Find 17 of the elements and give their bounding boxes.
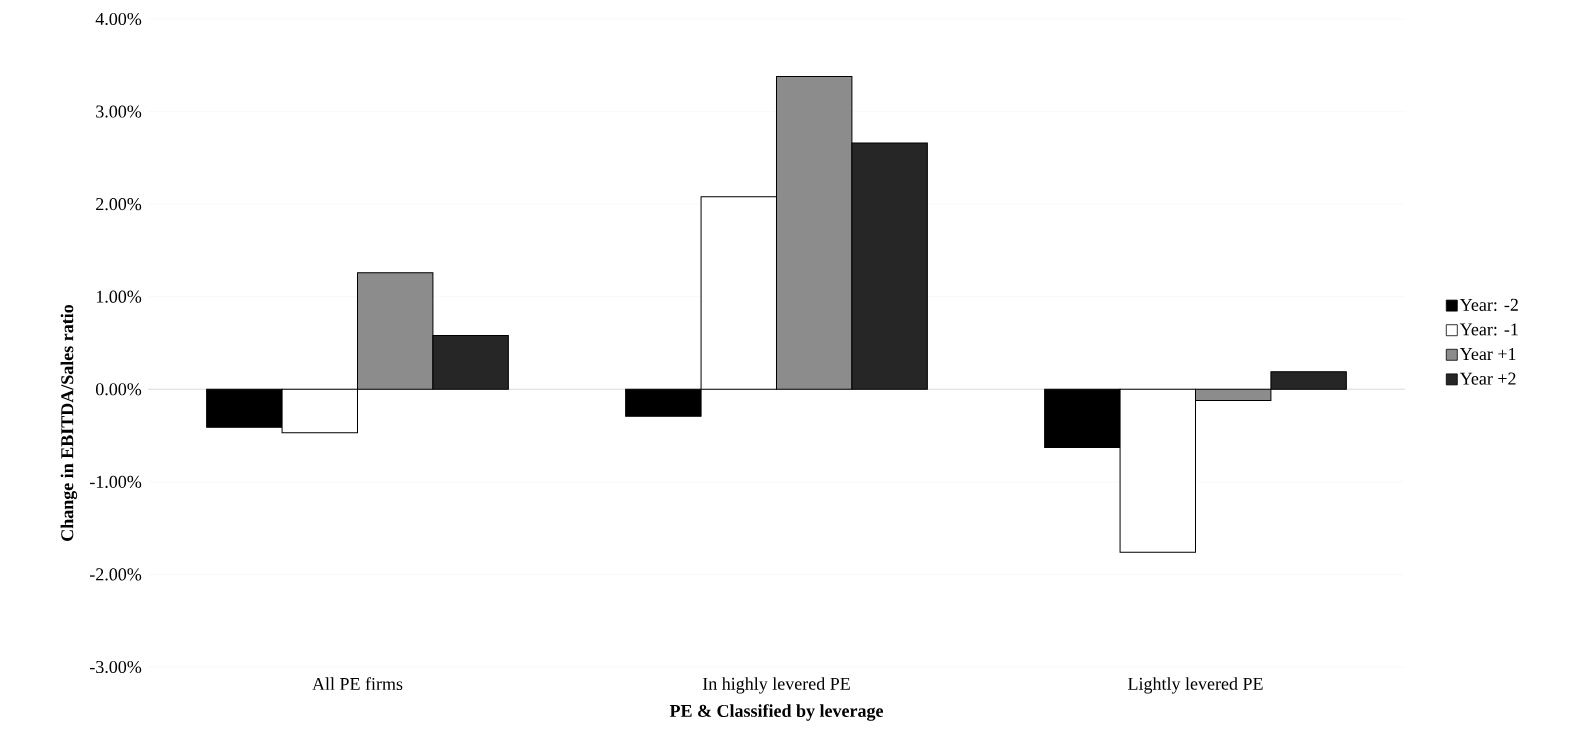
y-tick-label: -3.00% bbox=[89, 660, 142, 674]
legend-label: Year +1 bbox=[1459, 347, 1516, 361]
legend-label: Year +2 bbox=[1459, 372, 1516, 385]
legend-label: Year: -1 bbox=[1459, 323, 1518, 336]
x-tick-label: Lightly levered PE bbox=[1128, 677, 1263, 694]
y-tick-label: 4.00% bbox=[95, 12, 142, 26]
x-tick-label: All PE firms bbox=[312, 677, 403, 691]
y-tick-label: 2.00% bbox=[96, 198, 142, 211]
y-tick-label: 3.00% bbox=[96, 105, 142, 118]
legend-label: Year: -2 bbox=[1459, 298, 1518, 311]
y-tick-label: -1.00% bbox=[89, 475, 142, 488]
y-axis-title: Change in EBITDA/Sales ratio bbox=[60, 304, 78, 541]
x-axis-title: PE & Classified by leverage bbox=[669, 704, 884, 721]
y-tick-label: -2.00% bbox=[89, 568, 142, 581]
y-tick-label: 0.00% bbox=[96, 383, 142, 396]
y-tick-label: 1.00% bbox=[96, 290, 142, 303]
x-tick-label: In highly levered PE bbox=[702, 677, 850, 694]
